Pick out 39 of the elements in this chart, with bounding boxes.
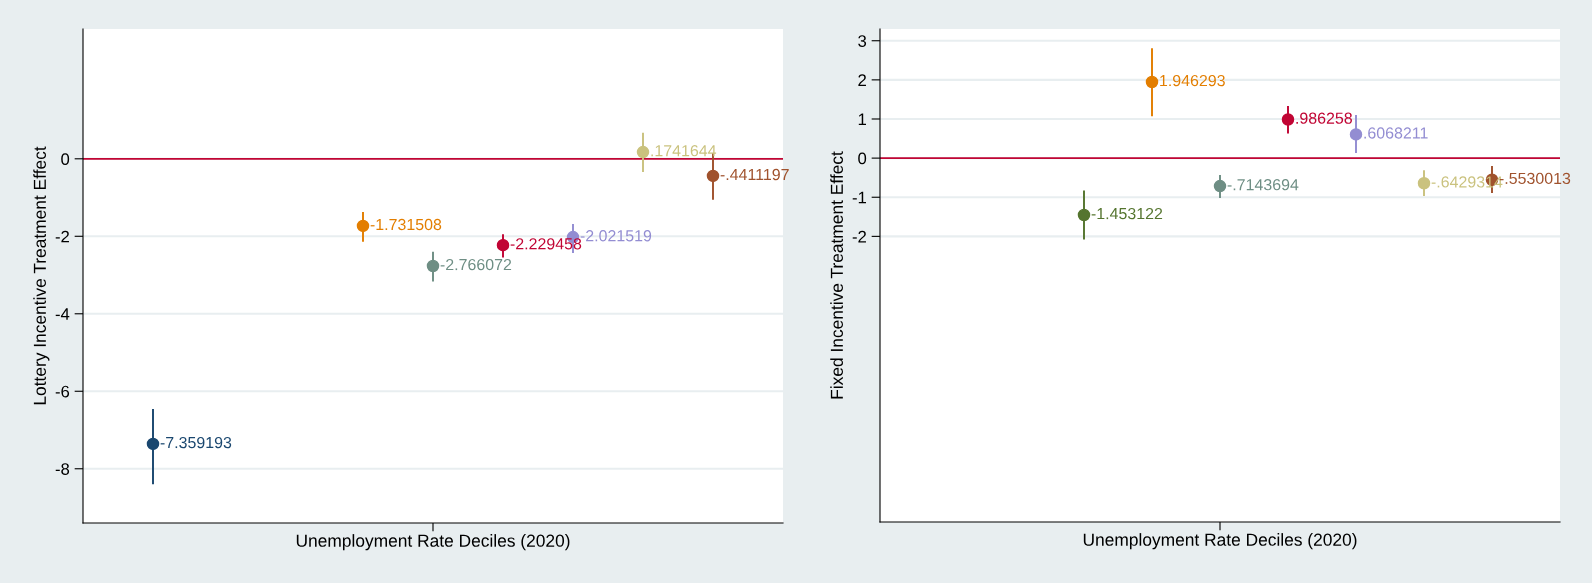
point — [496, 238, 510, 252]
point — [1145, 75, 1159, 89]
y-tick-label: -8 — [55, 463, 70, 475]
point — [1417, 177, 1431, 190]
data-label: -2.766072 — [440, 258, 512, 271]
y-tick-label: 1 — [858, 113, 866, 126]
point — [426, 259, 440, 273]
data-label: .1741644 — [651, 145, 717, 157]
point — [636, 145, 650, 159]
data-label: .6068211 — [1364, 127, 1428, 139]
data-label: -.4411197 — [720, 168, 789, 181]
point — [706, 169, 720, 183]
data-label: .986258 — [1296, 112, 1352, 124]
data-label: -1.731508 — [370, 218, 442, 231]
data-label: 1.946293 — [1160, 74, 1225, 87]
y-tick-label: 0 — [858, 152, 867, 165]
y-tick-label: -4 — [55, 308, 70, 320]
y-tick-label: -2 — [55, 230, 69, 243]
y-tick-label: 2 — [858, 74, 866, 86]
y-tick-label: -6 — [55, 385, 70, 398]
data-label: -.7143694 — [1227, 179, 1299, 191]
point — [146, 437, 160, 451]
data-label: -2.021519 — [580, 230, 652, 242]
data-label: -1.453122 — [1091, 207, 1163, 220]
point — [1349, 128, 1363, 141]
y-tick-label: -2 — [852, 230, 866, 243]
point — [356, 219, 370, 233]
x-axis-title: Unemployment Rate Deciles (2020) — [1083, 533, 1357, 550]
data-label: -7.359193 — [160, 436, 232, 449]
y-tick-label: -1 — [852, 191, 866, 204]
point — [1077, 208, 1091, 222]
y-axis-title: Lottery Incentive Treatment Effect — [33, 146, 50, 405]
y-axis-title: Fixed Incentive Treatment Effect — [830, 151, 843, 399]
point — [1281, 113, 1295, 126]
data-label: -2.229458 — [510, 238, 582, 250]
point — [1213, 179, 1227, 193]
x-axis-title: Unemployment Rate Deciles (2020) — [296, 534, 570, 551]
y-tick-label: 0 — [61, 153, 70, 165]
y-tick-label: 3 — [858, 35, 867, 47]
